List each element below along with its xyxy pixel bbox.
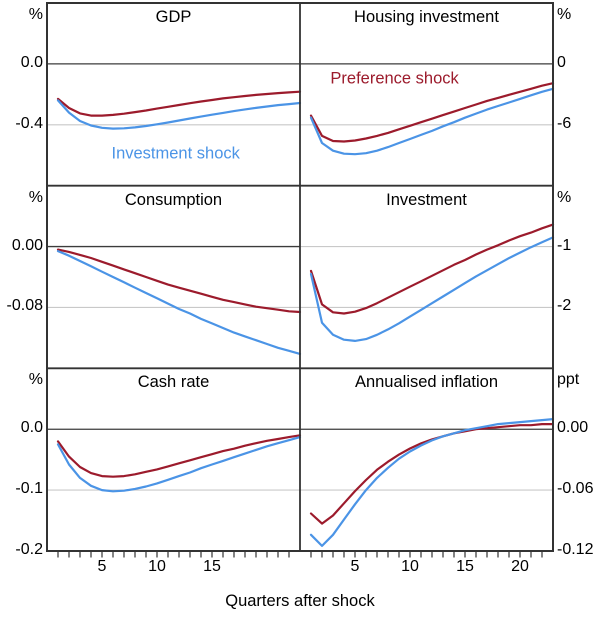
preference-shock-line — [56, 248, 302, 314]
panel-gdp — [47, 63, 302, 130]
preference-shock-line — [56, 434, 302, 478]
preference-shock-line — [309, 82, 555, 143]
panel-housing-investment — [300, 63, 555, 156]
preference-shock-line — [309, 423, 555, 525]
investment-shock-line — [56, 250, 302, 355]
preference-shock-line — [309, 223, 555, 315]
investment-shock-line — [56, 436, 302, 493]
panel-annualised-inflation — [300, 418, 555, 547]
preference-shock-line — [56, 90, 302, 117]
investment-shock-line — [309, 236, 555, 342]
panel-cash-rate — [47, 428, 302, 493]
panel-investment — [300, 223, 555, 342]
investment-shock-line — [309, 418, 555, 547]
panel-consumption — [47, 245, 302, 355]
investment-shock-line — [56, 99, 302, 130]
investment-shock-line — [309, 87, 555, 156]
chart-frame — [46, 2, 554, 552]
